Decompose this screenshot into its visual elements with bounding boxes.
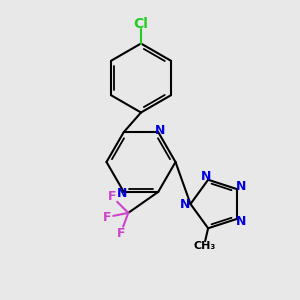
Text: N: N — [236, 180, 247, 193]
Text: F: F — [107, 190, 116, 203]
Text: N: N — [180, 197, 190, 211]
Text: F: F — [116, 227, 125, 240]
Text: N: N — [200, 169, 211, 183]
Text: N: N — [154, 124, 165, 137]
Text: N: N — [117, 187, 128, 200]
Text: CH₃: CH₃ — [194, 241, 216, 251]
Text: Cl: Cl — [134, 17, 148, 31]
Text: N: N — [236, 215, 247, 228]
Text: F: F — [102, 211, 111, 224]
